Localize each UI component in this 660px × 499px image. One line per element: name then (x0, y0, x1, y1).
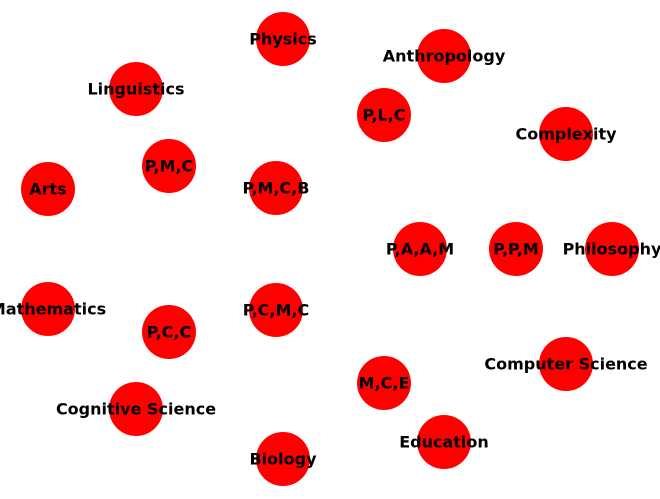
node-label: Philosophy (563, 240, 660, 259)
node-label: Computer Science (484, 355, 647, 374)
node-circle (539, 337, 593, 391)
node-label: P,A,A,M (386, 240, 454, 259)
node-label: Physics (249, 30, 317, 49)
node-circle (393, 222, 447, 276)
node-anthropology: Anthropology (383, 29, 506, 83)
node-label: Arts (29, 180, 66, 199)
node-biology: Biology (249, 432, 317, 486)
node-cognitive-science: Cognitive Science (56, 382, 216, 436)
node-circle (21, 162, 75, 216)
node-label: P,P,M (493, 240, 539, 259)
node-circle (249, 283, 303, 337)
node-plc: P,L,C (357, 88, 411, 142)
node-circle (109, 382, 163, 436)
node-circle (539, 107, 593, 161)
node-circle (256, 12, 310, 66)
node-mathematics: Mathematics (0, 282, 106, 336)
node-circle (142, 305, 196, 359)
node-label: Cognitive Science (56, 400, 216, 419)
node-circle (256, 432, 310, 486)
node-circle (109, 62, 163, 116)
node-label: Biology (249, 450, 317, 469)
node-label: Complexity (515, 125, 617, 144)
node-label: P,C,M,C (243, 301, 309, 320)
node-pcmc: P,C,M,C (243, 283, 309, 337)
node-computer-science: Computer Science (484, 337, 648, 391)
node-label: Anthropology (383, 47, 506, 66)
node-circle (417, 29, 471, 83)
node-label: M,C,E (359, 374, 410, 393)
node-pmcb: P,M,C,B (243, 161, 310, 215)
node-mce: M,C,E (357, 356, 411, 410)
node-label: Linguistics (87, 80, 184, 99)
node-label: Mathematics (0, 300, 106, 319)
node-label: P,C,C (147, 323, 191, 342)
node-linguistics: Linguistics (87, 62, 185, 116)
node-circle (249, 161, 303, 215)
node-circle (417, 415, 471, 469)
node-label: Education (399, 433, 489, 452)
node-arts: Arts (21, 162, 75, 216)
node-circle (357, 356, 411, 410)
node-circle (142, 139, 196, 193)
node-label: P,M,C,B (243, 179, 310, 198)
node-label: P,M,C (145, 157, 194, 176)
node-pmc: P,M,C (142, 139, 196, 193)
node-paam: P,A,A,M (386, 222, 454, 276)
node-circle (21, 282, 75, 336)
node-education: Education (399, 415, 489, 469)
node-circle (585, 222, 639, 276)
node-complexity: Complexity (515, 107, 617, 161)
node-pcc: P,C,C (142, 305, 196, 359)
node-circle (357, 88, 411, 142)
node-label: P,L,C (363, 106, 406, 125)
node-circle (489, 222, 543, 276)
node-philosophy: Philosophy (563, 222, 660, 276)
node-physics: Physics (249, 12, 317, 66)
node-ppm: P,P,M (489, 222, 543, 276)
